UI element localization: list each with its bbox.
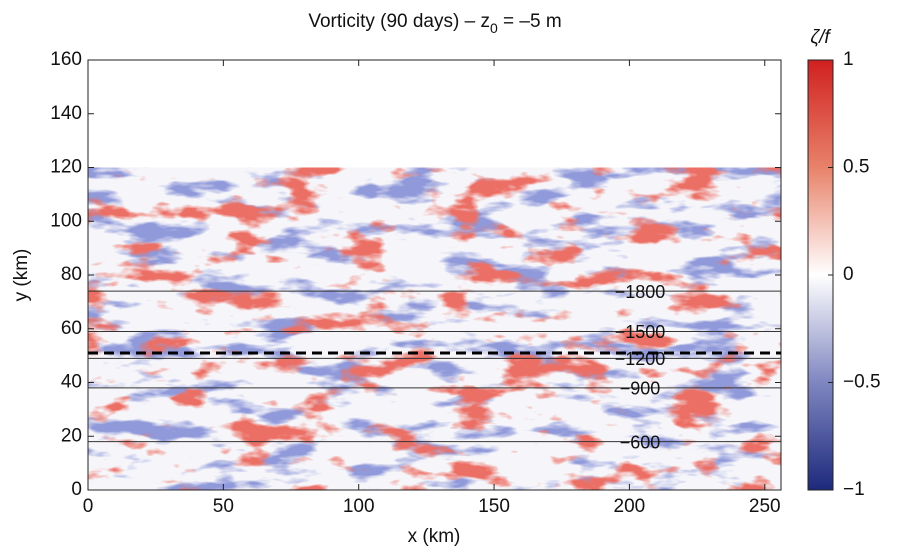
field-red [88, 167, 781, 490]
colorbar-tick-label: 0.5 [843, 157, 869, 178]
colorbar-tick-label: −0.5 [843, 372, 881, 393]
title-tail: = –5 m [498, 11, 562, 32]
contour-label: −600 [620, 432, 661, 452]
title-main: Vorticity (90 days) – z [308, 11, 490, 32]
x-tick-label: 100 [343, 496, 375, 517]
x-axis-label: x (km) [408, 526, 461, 547]
colorbar-label: ζ/f [810, 27, 831, 48]
y-tick-label: 0 [71, 479, 82, 500]
y-axis-label: y (km) [11, 249, 32, 302]
x-tick-label: 200 [614, 496, 646, 517]
y-tick-label: 100 [50, 210, 82, 231]
x-tick-label: 50 [213, 496, 234, 517]
colorbar-tick-label: 0 [843, 264, 854, 285]
contour-label: −1500 [615, 322, 666, 342]
contour-label: −1800 [615, 282, 666, 302]
x-tick-label: 0 [83, 496, 94, 517]
chart-title: Vorticity (90 days) – z0 = –5 m [308, 11, 561, 36]
y-tick-label: 40 [61, 372, 82, 393]
y-tick-label: 60 [61, 318, 82, 339]
y-tick-label: 80 [61, 264, 82, 285]
y-tick-label: 120 [50, 157, 82, 178]
y-tick-label: 140 [50, 103, 82, 124]
x-tick-label: 250 [749, 496, 781, 517]
y-tick-label: 160 [50, 49, 82, 70]
vorticity-field [88, 167, 781, 490]
x-tick-label: 150 [478, 496, 510, 517]
contour-label: −900 [620, 379, 661, 399]
y-tick-label: 20 [61, 425, 82, 446]
title-subscript: 0 [490, 20, 498, 36]
colorbar-tick-label: 1 [843, 49, 854, 70]
colorbar-tick-label: −1 [843, 479, 865, 500]
